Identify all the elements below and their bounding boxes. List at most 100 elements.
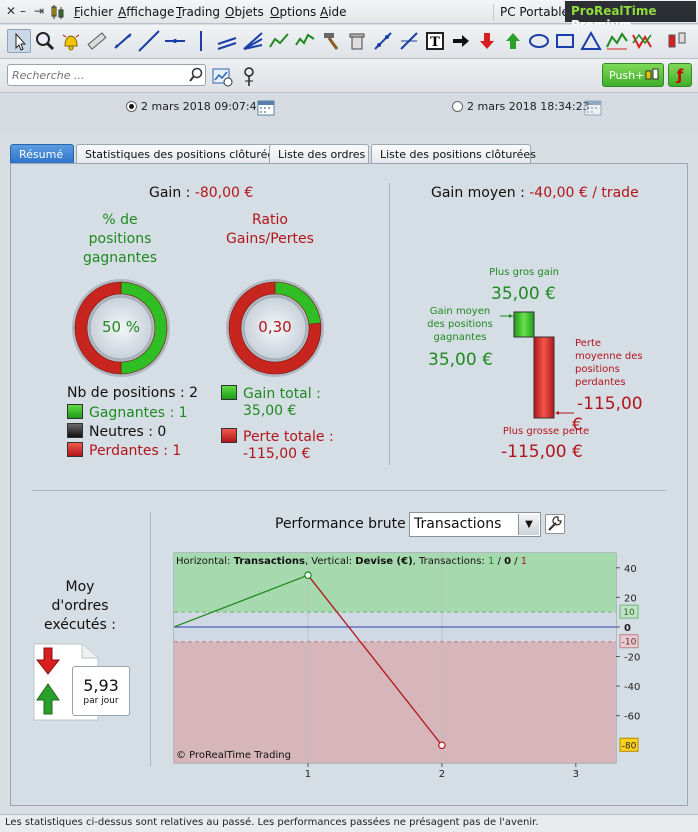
calendar-from-icon[interactable] bbox=[256, 97, 276, 117]
winning-pct-donut bbox=[72, 279, 170, 377]
minimize-window-icon[interactable]: – bbox=[20, 4, 26, 18]
biggest-loss-label: Plus grosse perte bbox=[502, 426, 590, 437]
red-swatch bbox=[221, 428, 237, 443]
brand-badge: ProRealTime Premium bbox=[565, 1, 696, 32]
vertical-divider bbox=[389, 183, 390, 465]
chart-point-2 bbox=[438, 741, 446, 750]
menu-trading[interactable]: Trading bbox=[176, 5, 221, 19]
date-from-option[interactable]: 2 mars 2018 09:07:42 bbox=[126, 100, 264, 113]
arrow-down-icon[interactable] bbox=[475, 29, 499, 53]
tab-resume[interactable]: Résumé bbox=[10, 144, 74, 163]
menu-options[interactable]: Options bbox=[270, 5, 317, 19]
pencil-icon[interactable] bbox=[293, 29, 317, 53]
disclaimer-footer: Les statistiques ci-dessus sont relative… bbox=[0, 814, 698, 832]
text-box-icon[interactable]: T bbox=[423, 29, 447, 53]
candle-icon[interactable] bbox=[665, 29, 689, 53]
horizontal-line-icon[interactable] bbox=[163, 29, 187, 53]
winning-pct-center bbox=[89, 296, 153, 360]
calendar-to-icon[interactable] bbox=[583, 97, 603, 117]
total-loss-value: -115,00 € bbox=[243, 446, 311, 462]
zoom-icon[interactable] bbox=[33, 29, 57, 53]
positions-count: Nb de positions : 2 bbox=[67, 385, 199, 401]
zigzag-icon[interactable] bbox=[631, 29, 655, 53]
biggest-loss-value: -115,00 € bbox=[501, 442, 583, 462]
wrench-icon[interactable] bbox=[545, 514, 565, 534]
performance-select[interactable]: Transactions ▼ bbox=[409, 512, 541, 537]
chart-info-part-8: 1 bbox=[488, 556, 494, 567]
menu-objets[interactable]: Objets bbox=[225, 5, 264, 19]
gain-loss-ratio-donut bbox=[226, 279, 324, 377]
screener-icon[interactable] bbox=[211, 66, 233, 88]
cross-icon[interactable] bbox=[371, 29, 395, 53]
total-gain-value: 35,00 € bbox=[243, 403, 297, 419]
push-button[interactable]: Push+ bbox=[602, 63, 664, 87]
line-icon[interactable] bbox=[137, 29, 161, 53]
search-icon[interactable] bbox=[188, 67, 204, 83]
winning-pct-red-slice bbox=[74, 281, 122, 375]
total-loss-legend: Perte totale : bbox=[221, 428, 334, 445]
menu-fichier[interactable]: Fichier bbox=[74, 5, 114, 19]
chart-info-part-6: , Transactions: bbox=[413, 556, 485, 567]
green-swatch bbox=[67, 404, 83, 419]
tab-closed-position-list[interactable]: Liste des positions clôturées bbox=[371, 144, 536, 163]
biggest-gain-label: Plus gros gain bbox=[489, 267, 559, 278]
segment-icon[interactable] bbox=[111, 29, 135, 53]
rectangle-icon[interactable] bbox=[553, 29, 577, 53]
chart-copyright: © ProRealTime Trading bbox=[176, 750, 291, 761]
chart-last-badge: -80 bbox=[622, 741, 637, 751]
chart-ytick-2: 0 bbox=[624, 623, 631, 634]
menu-aide[interactable]: Aide bbox=[320, 5, 347, 19]
chart-ytick-3: -20 bbox=[624, 653, 640, 664]
workspace-selector[interactable]: PC Portable bbox=[493, 4, 575, 21]
search-input[interactable] bbox=[12, 67, 182, 83]
chart-info-part-5: Devise (€) bbox=[355, 556, 412, 567]
drawing-toolbar: T bbox=[0, 25, 698, 59]
arrow-up-icon[interactable] bbox=[501, 29, 525, 53]
tab-closed-position-stats[interactable]: Statistiques des positions clôturées bbox=[76, 144, 280, 163]
chart-segment-1 bbox=[173, 574, 309, 628]
triangle-icon[interactable] bbox=[579, 29, 603, 53]
orders-value: 5,93 bbox=[83, 676, 119, 695]
orders-unit: par jour bbox=[83, 696, 119, 706]
chart-info-part-12: 1 bbox=[521, 556, 527, 567]
flash-order-button[interactable]: ƒ bbox=[668, 63, 692, 87]
tab-order-list[interactable]: Liste des ordres bbox=[269, 144, 369, 163]
chart-upper-badge-bg bbox=[619, 604, 639, 619]
hammer-icon[interactable] bbox=[319, 29, 343, 53]
alarm-icon[interactable] bbox=[59, 29, 83, 53]
date-to-option[interactable]: 2 mars 2018 18:34:23 bbox=[452, 100, 590, 113]
channel-icon[interactable] bbox=[215, 29, 239, 53]
pointer-icon[interactable] bbox=[7, 29, 31, 53]
elliott-icon[interactable] bbox=[605, 29, 629, 53]
average-gain-loss-bars bbox=[500, 311, 574, 419]
detach-window-icon[interactable]: ⇥ bbox=[34, 4, 45, 18]
vertical-line-icon[interactable] bbox=[189, 29, 213, 53]
probability-icon[interactable] bbox=[239, 66, 259, 88]
trash-icon[interactable] bbox=[345, 29, 369, 53]
chevron-down-icon[interactable]: ▼ bbox=[518, 514, 539, 535]
ratio-title: Ratio Gains/Pertes bbox=[226, 212, 314, 247]
fan-icon[interactable] bbox=[241, 29, 265, 53]
green-swatch bbox=[221, 385, 237, 400]
average-losing-value: -115,00 bbox=[577, 394, 643, 414]
date-from-radio[interactable] bbox=[126, 101, 137, 112]
average-winning-value: 35,00 € bbox=[428, 350, 493, 370]
menu-affichage[interactable]: Affichage bbox=[118, 5, 175, 19]
push-candle-icon bbox=[645, 68, 659, 80]
ellipse-icon[interactable] bbox=[527, 29, 551, 53]
ruler-icon[interactable] bbox=[85, 29, 109, 53]
close-window-icon[interactable]: ✕ bbox=[6, 4, 17, 18]
neutral-positions-legend: Neutres : 0 bbox=[67, 423, 166, 440]
chart-profit-zone bbox=[174, 553, 616, 613]
arrow-right-icon[interactable] bbox=[449, 29, 473, 53]
svg-text:T: T bbox=[430, 35, 440, 50]
chart-info-line: Horizontal: Transactions, Vertical: Devi… bbox=[176, 556, 527, 567]
chart-xtick-2: 3 bbox=[573, 769, 579, 780]
chart-info-part-2: Transactions bbox=[234, 556, 305, 567]
trend-icon[interactable] bbox=[397, 29, 421, 53]
horizontal-divider bbox=[32, 490, 666, 491]
chart-upper-badge: 10 bbox=[623, 608, 635, 618]
date-to-radio[interactable] bbox=[452, 101, 463, 112]
text-annotation-icon[interactable] bbox=[267, 29, 291, 53]
